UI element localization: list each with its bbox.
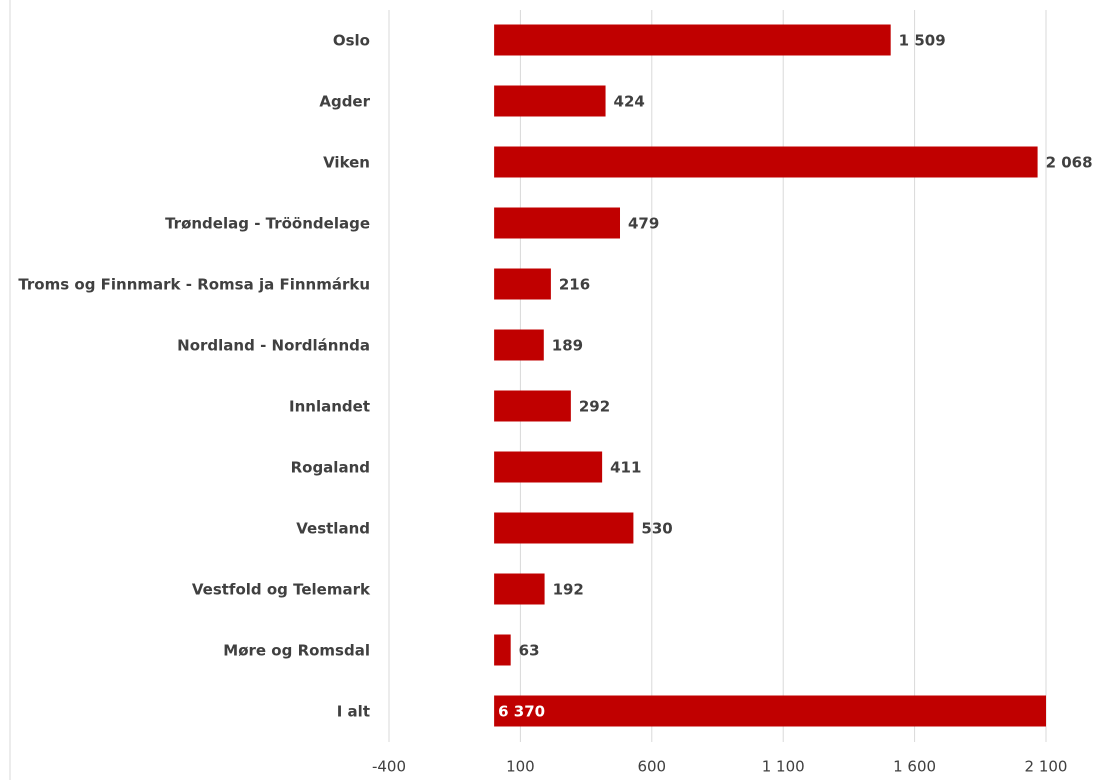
bars	[494, 24, 1046, 727]
x-tick-label: -400	[372, 758, 406, 776]
value-label: 216	[559, 276, 590, 294]
y-tick-label: Møre og Romsdal	[223, 642, 370, 660]
labels: -400 100 600 1 100 1 600 2 100 Oslo 1 509 Agder 4…	[18, 32, 1092, 776]
x-tick-label: 2 100	[1025, 758, 1068, 776]
y-tick-label: Rogaland	[291, 459, 370, 477]
bar	[494, 329, 544, 361]
x-tick-label: 100	[506, 758, 535, 776]
y-tick-label: Nordland - Nordlánnda	[177, 337, 370, 355]
value-label: 2 068	[1046, 154, 1093, 172]
y-tick-label: I alt	[337, 703, 370, 721]
value-label: 424	[614, 93, 645, 111]
value-label: 479	[628, 215, 659, 233]
bar	[494, 85, 606, 117]
y-tick-label: Vestland	[296, 520, 370, 538]
value-label: 530	[641, 520, 672, 538]
bar	[494, 268, 551, 300]
bar	[494, 207, 621, 239]
bar	[494, 695, 1046, 727]
value-label: 292	[579, 398, 610, 416]
y-tick-label: Agder	[319, 93, 370, 111]
bar	[494, 573, 545, 605]
bar	[494, 24, 891, 56]
bar	[494, 451, 603, 483]
value-label: 189	[552, 337, 583, 355]
y-tick-label: Vestfold og Telemark	[192, 581, 371, 599]
value-label: 1 509	[899, 32, 946, 50]
bar	[494, 390, 571, 422]
value-label: 63	[519, 642, 540, 660]
y-tick-label: Troms og Finnmark - Romsa ja Finnmárku	[18, 276, 370, 294]
y-tick-label: Trøndelag - Trööndelage	[165, 215, 370, 233]
y-tick-label: Viken	[323, 154, 370, 172]
bar	[494, 146, 1038, 178]
y-tick-label: Oslo	[333, 32, 370, 50]
bar	[494, 512, 634, 544]
value-label: 6 370	[498, 703, 545, 721]
grid	[388, 10, 1047, 742]
bar	[494, 634, 511, 666]
x-tick-label: 600	[637, 758, 666, 776]
y-tick-label: Innlandet	[289, 398, 370, 416]
x-tick-label: 1 100	[762, 758, 805, 776]
value-label: 411	[610, 459, 641, 477]
value-label: 192	[553, 581, 584, 599]
x-tick-label: 1 600	[893, 758, 936, 776]
